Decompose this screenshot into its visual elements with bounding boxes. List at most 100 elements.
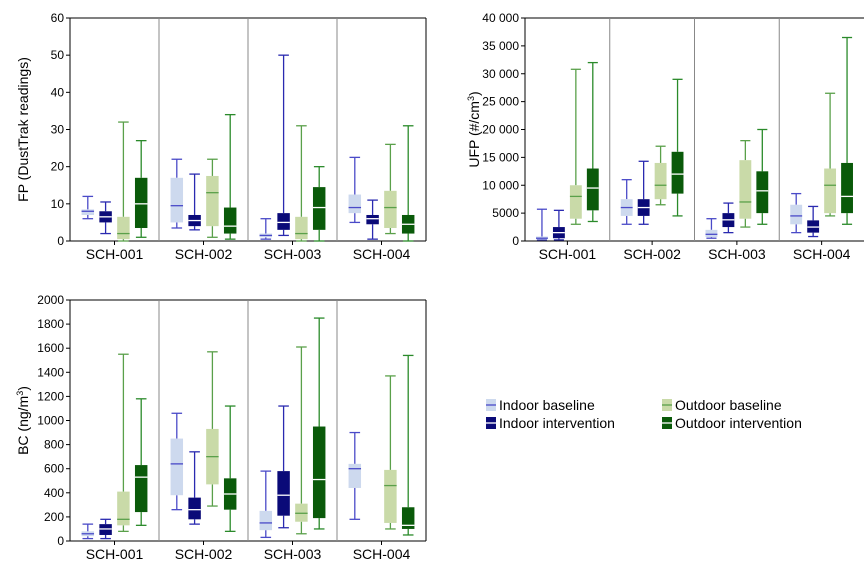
box-outdoor-baseline — [654, 145, 667, 206]
legend-label: Outdoor baseline — [675, 397, 782, 413]
box-indoor-baseline — [81, 523, 95, 540]
iqr-box — [170, 177, 184, 223]
box-indoor-baseline — [259, 470, 273, 539]
box-indoor-baseline — [620, 179, 633, 225]
x-tick-label: SCH-001 — [539, 246, 597, 262]
iqr-box — [671, 151, 684, 194]
y-tick-label: 0 — [57, 534, 64, 548]
box-indoor-baseline — [705, 218, 718, 239]
iqr-box — [134, 465, 148, 513]
y-tick-label: 30 — [51, 123, 65, 137]
y-tick-label: 0 — [57, 234, 64, 248]
box-outdoor-intervention — [312, 317, 326, 530]
box-outdoor-baseline — [824, 92, 837, 217]
box-indoor-baseline — [536, 208, 548, 241]
legend: Indoor baseline Indoor intervention Outdoo… — [486, 397, 802, 431]
iqr-box — [348, 463, 362, 488]
iqr-box — [117, 491, 130, 526]
x-tick-label: SCH-001 — [86, 546, 144, 562]
box-outdoor-baseline — [569, 68, 582, 225]
y-tick-label: 1000 — [37, 414, 64, 428]
box-outdoor-intervention — [841, 36, 853, 225]
box-indoor-baseline — [790, 192, 803, 234]
box-indoor-baseline — [81, 195, 95, 220]
iqr-box — [654, 162, 667, 200]
y-tick-label: 40 — [51, 85, 65, 99]
y-tick-label: 35 000 — [482, 39, 519, 53]
x-tick-label: SCH-003 — [264, 246, 322, 262]
box-indoor-baseline — [259, 218, 273, 240]
legend-item-indoor-baseline: Indoor baseline — [486, 397, 595, 413]
iqr-box — [188, 497, 201, 520]
y-axis-label: BC (ng/m3) — [15, 386, 31, 455]
box-indoor-baseline — [348, 156, 362, 224]
box-indoor-intervention — [99, 201, 112, 235]
chart-panel-1: 0 10 20 30 40 50 60 SCH-001 SCH-002 SCH-003 SCH-00… — [15, 11, 427, 262]
legend-item-indoor-intervention: Indoor intervention — [486, 415, 615, 431]
box-outdoor-intervention — [312, 166, 326, 242]
x-tick-label: SCH-001 — [86, 246, 144, 262]
box-outdoor-baseline — [117, 353, 130, 533]
iqr-box — [366, 214, 379, 225]
x-tick-label: SCH-002 — [623, 246, 681, 262]
box-indoor-intervention — [366, 199, 379, 240]
y-tick-label: 800 — [44, 438, 64, 452]
x-tick-label: SCH-002 — [175, 546, 233, 562]
y-tick-label: 400 — [44, 486, 64, 500]
box-indoor-intervention — [277, 405, 290, 529]
y-axis-label: FP (DustTrak readings) — [15, 57, 31, 202]
iqr-box — [739, 160, 752, 219]
iqr-box — [223, 207, 237, 234]
iqr-box — [790, 204, 803, 225]
box-indoor-intervention — [722, 202, 735, 234]
x-tick-label: SCH-004 — [793, 246, 851, 262]
iqr-box — [348, 194, 362, 214]
y-tick-label: 10 000 — [482, 178, 519, 192]
y-tick-label: 40 000 — [482, 11, 519, 25]
iqr-box — [569, 185, 582, 219]
y-tick-label: 1800 — [37, 317, 64, 331]
iqr-box — [117, 216, 130, 240]
box-indoor-intervention — [188, 451, 201, 525]
x-tick-label: SCH-002 — [175, 246, 233, 262]
y-tick-label: 1600 — [37, 341, 64, 355]
iqr-box — [312, 187, 326, 230]
box-indoor-intervention — [552, 209, 565, 241]
legend-label: Indoor baseline — [499, 397, 595, 413]
box-indoor-intervention — [637, 160, 650, 225]
box-indoor-intervention — [99, 518, 112, 540]
box-outdoor-baseline — [384, 143, 397, 235]
y-tick-label: 2000 — [37, 293, 64, 307]
box-indoor-baseline — [348, 431, 362, 520]
iqr-box — [170, 438, 184, 496]
legend-item-outdoor-baseline: Outdoor baseline — [662, 397, 782, 413]
legend-label: Indoor intervention — [499, 415, 615, 431]
y-tick-label: 20 — [51, 160, 65, 174]
iqr-box — [259, 510, 273, 531]
box-outdoor-intervention — [586, 61, 599, 223]
y-tick-label: 200 — [44, 510, 64, 524]
iqr-box — [312, 426, 326, 519]
box-outdoor-baseline — [384, 375, 397, 530]
iqr-box — [705, 229, 718, 238]
x-tick-label: SCH-004 — [353, 246, 411, 262]
x-tick-label: SCH-004 — [353, 546, 411, 562]
y-tick-label: 25 000 — [482, 95, 519, 109]
box-outdoor-baseline — [206, 351, 219, 507]
box-outdoor-baseline — [295, 125, 308, 242]
iqr-box — [756, 171, 769, 214]
y-tick-label: 50 — [51, 48, 65, 62]
y-tick-label: 20 000 — [482, 123, 519, 137]
legend-label: Outdoor intervention — [675, 415, 802, 431]
iqr-box — [277, 213, 290, 230]
y-tick-label: 60 — [51, 11, 65, 25]
y-tick-label: 10 — [51, 197, 65, 211]
y-axis-label: UFP (#/cm3) — [466, 91, 482, 167]
box-indoor-intervention — [807, 205, 820, 238]
box-indoor-intervention — [188, 173, 201, 231]
y-tick-label: 0 — [512, 234, 519, 248]
legend-item-outdoor-intervention: Outdoor intervention — [662, 415, 802, 431]
iqr-box — [81, 209, 95, 215]
box-outdoor-intervention — [401, 354, 415, 536]
